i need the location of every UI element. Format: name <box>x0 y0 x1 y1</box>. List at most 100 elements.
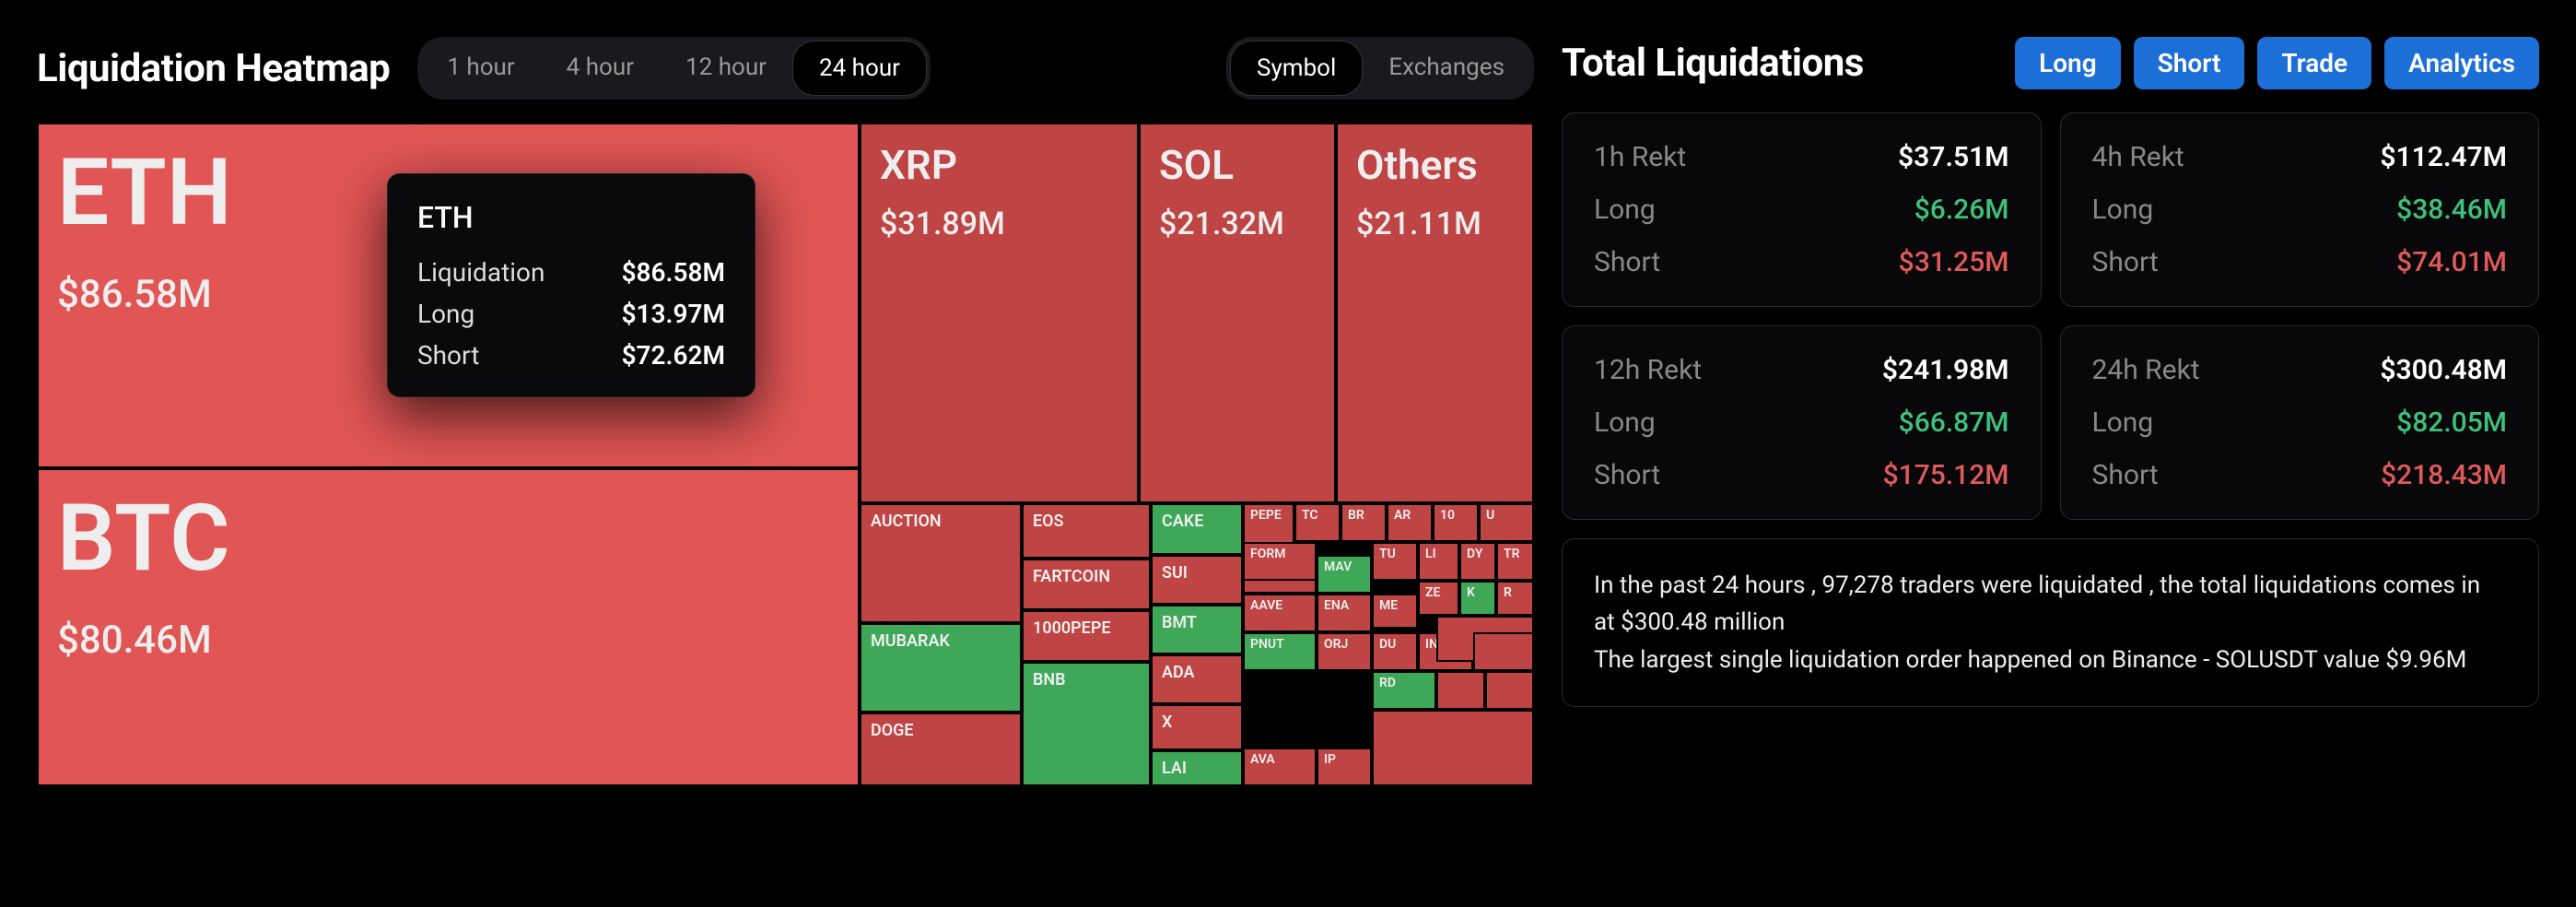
treemap-cell-bnb[interactable]: BNB <box>1022 662 1151 786</box>
cell-symbol: IP <box>1324 753 1364 767</box>
treemap-cell-blank[interactable] <box>1473 632 1534 671</box>
treemap-cell-blank[interactable] <box>1372 710 1534 786</box>
rekt-cards-grid: 1h Rekt$37.51MLong$6.26MShort$31.25M4h R… <box>1562 112 2539 520</box>
treemap-cell-cake[interactable]: CAKE <box>1151 503 1243 555</box>
cell-symbol: TU <box>1379 548 1411 561</box>
treemap-cell-r[interactable]: R <box>1496 581 1534 616</box>
treemap-cell-xrp[interactable]: XRP$31.89M <box>860 123 1139 503</box>
treemap-cell-fartcoin[interactable]: FARTCOIN <box>1022 559 1151 610</box>
card-title: 1h Rekt <box>1594 141 1686 173</box>
treemap-cell-ip[interactable]: IP <box>1317 748 1372 786</box>
liquidation-treemap[interactable]: ETH$86.58MBTC$80.46MXRP$31.89MSOL$21.32M… <box>37 123 1534 786</box>
card-short-label: Short <box>1594 459 1660 491</box>
tooltip-row: Long$13.97M <box>417 299 725 329</box>
cell-symbol: U <box>1486 509 1527 523</box>
treemap-cell-tu[interactable]: TU <box>1372 542 1418 581</box>
treemap-cell-bmt[interactable]: BMT <box>1151 605 1243 654</box>
treemap-cell-auction[interactable]: AUCTION <box>860 503 1022 623</box>
cell-symbol: FARTCOIN <box>1033 568 1140 586</box>
treemap-cell-br[interactable]: BR <box>1341 503 1387 542</box>
rekt-card-0: 1h Rekt$37.51MLong$6.26MShort$31.25M <box>1562 112 2042 307</box>
treemap-cell-u[interactable]: U <box>1479 503 1534 542</box>
card-long-value: $66.87M <box>1899 406 2009 439</box>
long-button[interactable]: Long <box>2015 37 2121 89</box>
treemap-cell-me[interactable]: ME <box>1372 594 1418 629</box>
treemap-cell-dy[interactable]: DY <box>1459 542 1496 581</box>
treemap-cell-li[interactable]: LI <box>1418 542 1459 581</box>
card-long-label: Long <box>2092 406 2154 439</box>
cell-symbol: ADA <box>1162 664 1232 682</box>
treemap-cell-ava[interactable]: AVA <box>1243 748 1317 786</box>
treemap-cell-1000pepe[interactable]: 1000PEPE <box>1022 610 1151 662</box>
treemap-cell-ena[interactable]: ENA <box>1317 594 1372 632</box>
treemap-cell-blank[interactable] <box>1436 671 1485 710</box>
treemap-cell-aave[interactable]: AAVE <box>1243 594 1317 632</box>
time-tab-1h[interactable]: 1 hour <box>421 41 540 96</box>
cell-symbol: LI <box>1425 548 1452 561</box>
treemap-cell-others[interactable]: Others$21.11M <box>1336 123 1534 503</box>
view-tab-symbol[interactable]: Symbol <box>1230 41 1363 96</box>
cell-symbol: SUI <box>1162 564 1232 583</box>
card-total: $37.51M <box>1898 141 2008 173</box>
card-short-value: $218.43M <box>2381 459 2507 491</box>
rekt-card-1: 4h Rekt$112.47MLong$38.46MShort$74.01M <box>2060 112 2540 307</box>
cell-symbol: EOS <box>1033 512 1140 531</box>
cell-symbol: X <box>1162 713 1232 732</box>
time-tab-24h[interactable]: 24 hour <box>792 41 927 96</box>
trade-button[interactable]: Trade <box>2257 37 2371 89</box>
treemap-cell-lai[interactable]: LAI <box>1151 750 1243 786</box>
cell-value: $80.46M <box>57 618 839 663</box>
treemap-cell-ze[interactable]: ZE <box>1418 581 1459 616</box>
treemap-cell-ar[interactable]: AR <box>1387 503 1433 542</box>
cell-symbol: K <box>1467 586 1489 600</box>
cell-value: $31.89M <box>880 206 1118 242</box>
cell-symbol: SOL <box>1159 143 1316 187</box>
treemap-cell-pnut[interactable]: PNUT <box>1243 632 1317 671</box>
cell-symbol: ENA <box>1324 599 1364 613</box>
card-short-label: Short <box>1594 246 1660 278</box>
treemap-cell-sol[interactable]: SOL$21.32M <box>1139 123 1336 503</box>
treemap-cell-btc[interactable]: BTC$80.46M <box>37 468 860 786</box>
cell-symbol: DU <box>1379 638 1411 652</box>
summary-text: In the past 24 hours , 97,278 traders we… <box>1562 538 2539 707</box>
card-long-label: Long <box>2092 194 2154 226</box>
analytics-button[interactable]: Analytics <box>2384 37 2539 89</box>
rekt-card-2: 12h Rekt$241.98MLong$66.87MShort$175.12M <box>1562 325 2042 520</box>
treemap-cell-form[interactable]: FORM <box>1243 542 1317 581</box>
cell-value: $21.11M <box>1356 206 1514 242</box>
cell-symbol: R <box>1504 586 1527 600</box>
treemap-cell-rd[interactable]: RD <box>1372 671 1436 710</box>
cell-symbol: BNB <box>1033 671 1140 689</box>
cell-symbol: FORM <box>1250 548 1309 561</box>
heatmap-title: Liquidation Heatmap <box>37 46 390 91</box>
view-tab-exchanges[interactable]: Exchanges <box>1363 41 1530 96</box>
treemap-cell-mubarak[interactable]: MUBARAK <box>860 623 1022 713</box>
treemap-cell-tc[interactable]: TC <box>1294 503 1341 542</box>
treemap-cell-mav[interactable]: MAV <box>1317 555 1372 594</box>
treemap-cell-sui[interactable]: SUI <box>1151 555 1243 605</box>
card-long-value: $38.46M <box>2396 194 2507 226</box>
treemap-cell-blank[interactable] <box>1485 671 1534 710</box>
time-tab-12h[interactable]: 12 hour <box>660 41 792 96</box>
treemap-cell-doge[interactable]: DOGE <box>860 713 1022 786</box>
card-long-label: Long <box>1594 194 1656 226</box>
treemap-cell-du[interactable]: DU <box>1372 632 1418 671</box>
time-tab-4h[interactable]: 4 hour <box>541 41 660 96</box>
treemap-cell-eos[interactable]: EOS <box>1022 503 1151 559</box>
treemap-cell-k[interactable]: K <box>1459 581 1496 616</box>
rekt-card-3: 24h Rekt$300.48MLong$82.05MShort$218.43M <box>2060 325 2540 520</box>
treemap-cell-10[interactable]: 10 <box>1433 503 1479 542</box>
cell-symbol: AR <box>1394 509 1425 523</box>
treemap-cell-x[interactable]: X <box>1151 704 1243 750</box>
treemap-cell-orj[interactable]: ORJ <box>1317 632 1372 671</box>
cell-symbol: 10 <box>1440 509 1471 523</box>
cell-symbol: ME <box>1379 599 1411 613</box>
cell-symbol: AAVE <box>1250 599 1309 613</box>
treemap-cell-tr[interactable]: TR <box>1496 542 1534 581</box>
treemap-cell-ada[interactable]: ADA <box>1151 654 1243 704</box>
tooltip-row: Short$72.62M <box>417 340 725 371</box>
card-total: $112.47M <box>2380 141 2507 173</box>
tooltip-title: ETH <box>417 200 725 235</box>
cell-symbol: LAI <box>1162 760 1232 778</box>
short-button[interactable]: Short <box>2134 37 2245 89</box>
